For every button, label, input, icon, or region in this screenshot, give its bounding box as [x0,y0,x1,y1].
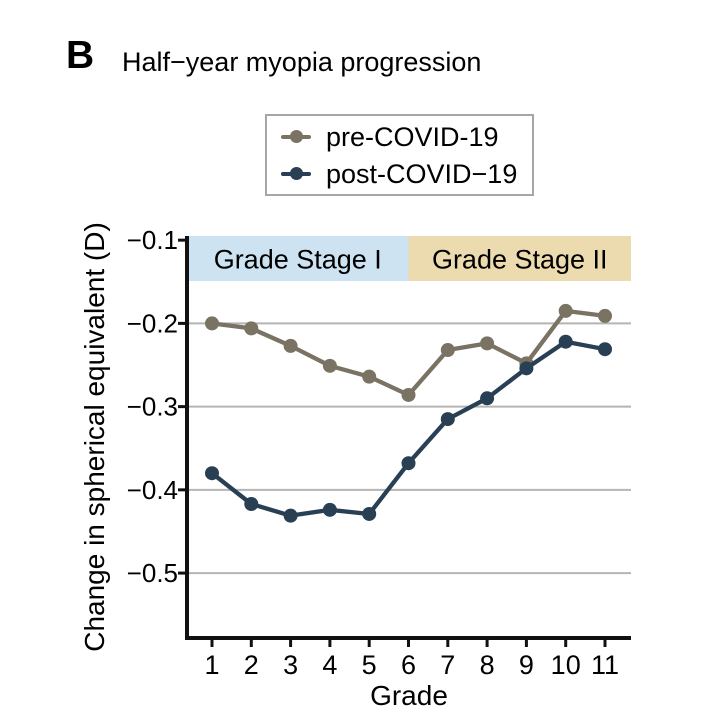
pre-covid-data-point-grade-1 [205,316,219,331]
pre-covid-data-point-grade-7 [440,343,455,358]
legend-item-pre-covid: pre-COVID-19 [281,122,532,152]
legend-box: pre-COVID-19 post-COVID−19 [265,114,534,196]
y-tick-label: −0.2 [127,308,178,338]
panel-letter: B [66,34,95,77]
pre-covid-marker-icon [281,130,311,143]
x-tick-label: 1 [204,650,219,680]
legend-label-post-covid: post-COVID−19 [326,158,518,189]
post-covid-data-point-grade-1 [205,466,219,481]
x-tick-label: 3 [283,650,298,680]
grade-stage-2-band [408,236,631,281]
pre-covid-data-point-grade-4 [322,358,337,373]
x-tick-label: 6 [401,650,416,680]
x-tick-label: 10 [551,650,581,680]
grade-stage-2-label: Grade Stage II [432,245,608,275]
pre-covid-data-point-grade-8 [480,336,495,351]
y-axis-title: Change in spherical equivalent (D) [79,222,110,652]
y-tick-label: −0.5 [127,558,178,588]
post-covid-data-point-grade-7 [440,412,455,427]
y-tick-label: −0.4 [127,475,178,505]
y-tick-label: −0.1 [127,225,178,255]
legend-label-pre-covid: pre-COVID-19 [326,121,499,152]
y-tick-label: −0.3 [127,392,178,422]
pre-covid-data-point-grade-5 [362,369,377,384]
pre-covid-data-point-grade-3 [283,338,298,353]
x-tick-label: 11 [591,650,619,680]
grade-stage-1-label: Grade Stage I [214,245,382,275]
post-covid-data-point-grade-5 [362,506,377,521]
legend-item-post-covid: post-COVID−19 [281,159,532,189]
x-tick-label: 2 [244,650,259,680]
post-covid-data-point-grade-11 [598,342,612,357]
x-tick-label: 9 [519,650,534,680]
pre-covid-data-point-grade-2 [244,321,259,336]
x-tick-label: 8 [480,650,495,680]
x-axis-title: Grade [370,680,448,711]
grade-stage-1-band [187,236,409,281]
x-tick-label: 5 [362,650,377,680]
post-covid-data-point-grade-8 [480,391,495,406]
pre-covid-data-point-grade-10 [558,303,573,318]
post-covid-data-point-grade-6 [401,456,416,471]
x-tick-label: 7 [440,650,455,680]
post-covid-data-point-grade-2 [244,497,259,511]
pre-covid-data-point-grade-11 [598,308,612,323]
post-covid-data-point-grade-9 [519,361,534,376]
post-covid-data-point-grade-3 [283,508,298,523]
post-covid-data-point-grade-10 [558,334,573,349]
post-covid-data-point-grade-4 [322,502,337,517]
pre-covid-data-point-grade-6 [401,387,416,402]
post-covid-marker-icon [281,167,311,180]
figure-title: Half−year myopia progression [122,47,482,77]
x-tick-label: 4 [322,650,337,680]
